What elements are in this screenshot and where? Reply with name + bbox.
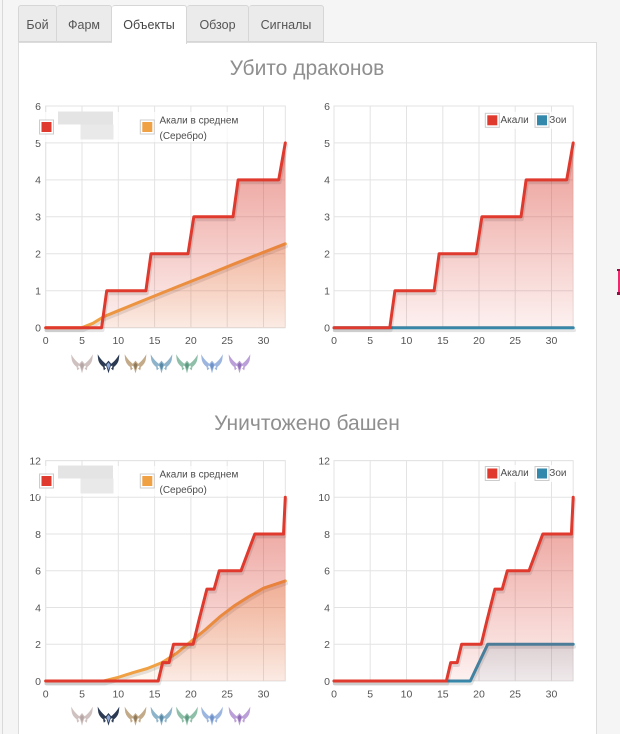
svg-text:25: 25 [509,689,521,701]
svg-text:15: 15 [437,689,449,701]
svg-text:Акали в среднем: Акали в среднем [160,116,239,127]
svg-text:Зои: Зои [549,468,566,479]
svg-text:Зои: Зои [549,115,566,126]
svg-text:15: 15 [149,689,161,701]
svg-text:3: 3 [324,212,330,224]
svg-text:30: 30 [258,689,270,701]
svg-text:10: 10 [112,689,124,701]
svg-text:6: 6 [324,566,330,578]
svg-text:10: 10 [401,335,413,347]
svg-text:4: 4 [324,175,330,187]
svg-text:20: 20 [185,689,197,701]
svg-text:5: 5 [79,335,85,347]
svg-text:12: 12 [29,455,41,467]
svg-text:10: 10 [29,492,41,504]
svg-text:20: 20 [473,689,485,701]
svg-text:0: 0 [331,335,337,347]
svg-text:4: 4 [35,602,41,614]
svg-text:5: 5 [35,138,41,150]
svg-text:3: 3 [35,212,41,224]
svg-text:30: 30 [546,335,558,347]
svg-text:30: 30 [258,335,270,347]
svg-text:8: 8 [324,529,330,541]
svg-text:20: 20 [473,335,485,347]
svg-text:6: 6 [324,101,330,113]
svg-text:12: 12 [318,455,330,467]
svg-text:8: 8 [35,529,41,541]
svg-text:6: 6 [35,101,41,113]
svg-text:Акали: Акали [501,115,529,126]
svg-text:10: 10 [401,689,413,701]
svg-text:30: 30 [546,689,558,701]
svg-text:2: 2 [35,639,41,651]
svg-text:0: 0 [324,323,330,335]
svg-text:5: 5 [79,689,85,701]
svg-text:25: 25 [221,689,233,701]
svg-text:0: 0 [331,689,337,701]
svg-text:(Серебро): (Серебро) [160,484,207,496]
svg-text:2: 2 [324,249,330,261]
svg-text:2: 2 [324,639,330,651]
svg-text:10: 10 [318,492,330,504]
svg-text:2: 2 [35,249,41,261]
svg-text:1: 1 [35,286,41,298]
svg-text:15: 15 [437,335,449,347]
svg-text:5: 5 [367,335,373,347]
svg-text:0: 0 [35,323,41,335]
svg-text:10: 10 [112,335,124,347]
svg-text:5: 5 [367,689,373,701]
svg-text:4: 4 [324,602,330,614]
svg-text:25: 25 [509,335,521,347]
svg-text:4: 4 [35,175,41,187]
svg-text:5: 5 [324,138,330,150]
svg-text:25: 25 [221,335,233,347]
svg-text:0: 0 [324,676,330,688]
svg-text:0: 0 [35,676,41,688]
svg-text:20: 20 [185,335,197,347]
svg-text:(Серебро): (Серебро) [160,130,207,142]
svg-text:Акали в среднем: Акали в среднем [160,470,239,481]
svg-text:15: 15 [149,335,161,347]
svg-text:0: 0 [43,689,49,701]
svg-text:1: 1 [324,286,330,298]
svg-text:0: 0 [43,335,49,347]
svg-text:Акали: Акали [501,468,529,479]
svg-text:6: 6 [35,566,41,578]
